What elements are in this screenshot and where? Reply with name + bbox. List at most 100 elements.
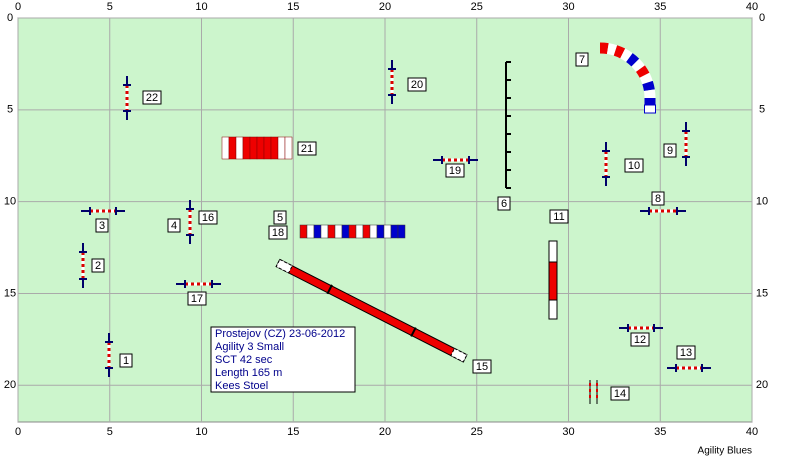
x-tick-label: 40 [746, 1, 758, 13]
x-tick-label: 0 [15, 426, 21, 438]
obstacle-number: 5 [277, 212, 283, 224]
dogwalk-joint [410, 327, 417, 337]
label-box [187, 291, 207, 306]
label-box [297, 141, 317, 156]
tunnel-segment [635, 65, 650, 78]
obstacle-number: 11 [553, 211, 564, 223]
y-tick-label: 20 [4, 379, 16, 391]
info-line: Length 165 m [215, 367, 282, 379]
dogwalk-joint [326, 284, 333, 295]
tunnel-segment [644, 98, 656, 105]
tunnel-segment [277, 136, 286, 160]
obstacle-number: 10 [628, 160, 640, 172]
label-box [119, 353, 133, 368]
label-box [472, 359, 492, 374]
x-tick-label: 5 [107, 1, 113, 13]
obstacle-number: 22 [146, 92, 158, 104]
obstacle-number: 8 [655, 193, 661, 205]
tunnel-segment [341, 224, 350, 239]
tunnel-segment [613, 45, 626, 59]
obstacle-number: 12 [634, 334, 646, 346]
tunnel-segment [362, 224, 371, 239]
obstacle-number: 16 [202, 212, 214, 224]
label-box [445, 163, 465, 178]
label-box [549, 209, 569, 224]
tunnel-segment [334, 224, 343, 239]
tunnel-segment [313, 224, 322, 239]
tunnel-segment [355, 224, 364, 239]
x-tick-label: 40 [746, 426, 758, 438]
x-tick-label: 15 [287, 426, 299, 438]
tunnel-segment [228, 136, 237, 160]
tunnel-segment [242, 136, 251, 160]
label-box [676, 345, 696, 360]
tunnel-segment [643, 89, 656, 99]
tunnel-segment [397, 224, 406, 239]
obstacle-number: 13 [680, 347, 692, 359]
obstacle-number: 9 [667, 145, 673, 157]
y-tick-label: 10 [756, 196, 768, 208]
x-tick-label: 5 [107, 426, 113, 438]
tunnel-segment [306, 224, 315, 239]
tunnel-segment [284, 136, 293, 160]
tunnel-segment [348, 224, 357, 239]
obstacle-number: 20 [411, 79, 423, 91]
footer: Agility Blues [698, 446, 752, 457]
obstacle-number: 21 [301, 143, 313, 155]
info-line: SCT 42 sec [215, 354, 273, 366]
y-tick-label: 5 [7, 104, 13, 116]
tunnel-segment [639, 72, 653, 85]
info-line: Kees Stoel [215, 380, 268, 392]
x-tick-label: 20 [379, 426, 391, 438]
label-box [273, 210, 287, 225]
tunnel-segment [620, 48, 633, 63]
obstacle-number: 2 [95, 260, 101, 272]
label-box [497, 196, 511, 211]
dogwalk [275, 258, 468, 363]
y-tick-label: 0 [759, 12, 765, 24]
x-tick-label: 30 [562, 426, 574, 438]
y-tick-label: 15 [756, 287, 768, 299]
label-box [651, 191, 665, 206]
label-box [167, 218, 181, 233]
tunnel-segment [235, 136, 244, 160]
label-box [407, 77, 427, 92]
y-tick-label: 10 [4, 196, 16, 208]
tunnel-segment [376, 224, 385, 239]
tunnel-segment [320, 224, 329, 239]
dogwalk-contact [275, 258, 293, 274]
tunnel-segment [631, 58, 645, 72]
tunnel-segment [299, 224, 308, 239]
tunnel-segment [249, 136, 258, 160]
label-box [610, 386, 630, 401]
y-tick-label: 20 [756, 379, 768, 391]
y-tick-label: 0 [7, 12, 13, 24]
y-tick-label: 5 [759, 104, 765, 116]
obstacle-number: 7 [579, 54, 585, 66]
x-tick-label: 25 [471, 426, 483, 438]
label-box [198, 210, 218, 225]
info-frame [210, 326, 356, 393]
label-box [575, 52, 589, 67]
tunnel-segment [369, 224, 378, 239]
tunnel-segment [606, 43, 618, 56]
x-tick-label: 15 [287, 1, 299, 13]
info-line: Prostejov (CZ) 23-06-2012 [215, 328, 345, 340]
x-tick-label: 25 [471, 1, 483, 13]
obstacle-number: 14 [614, 388, 626, 400]
label-box [663, 143, 677, 158]
tunnel-segment [599, 42, 609, 55]
x-tick-label: 10 [195, 1, 207, 13]
tunnel-segment [263, 136, 272, 160]
obstacle-number: 1 [123, 355, 129, 367]
tunnel-segment [327, 224, 336, 239]
tunnel-segment [221, 136, 230, 160]
x-tick-label: 20 [379, 1, 391, 13]
x-tick-label: 30 [562, 1, 574, 13]
label-box [624, 158, 644, 173]
label-box [142, 90, 162, 105]
